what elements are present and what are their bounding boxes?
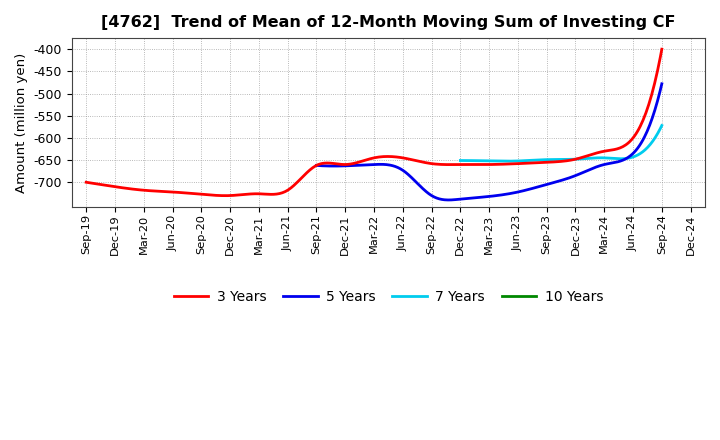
3 Years <box>502 161 510 167</box>
7 Years <box>480 158 489 164</box>
7 Years <box>583 156 592 161</box>
7 Years <box>602 155 611 161</box>
7 Years <box>603 155 611 161</box>
3 Years <box>151 188 160 194</box>
Legend: 3 Years, 5 Years, 7 Years, 10 Years: 3 Years, 5 Years, 7 Years, 10 Years <box>168 284 608 309</box>
7 Years <box>456 158 464 163</box>
7 Years <box>657 123 666 128</box>
5 Years <box>657 81 666 86</box>
5 Years <box>425 191 433 196</box>
5 Years <box>564 176 572 181</box>
5 Years <box>354 163 362 168</box>
Line: 3 Years: 3 Years <box>86 49 662 196</box>
7 Years <box>501 158 510 164</box>
Y-axis label: Amount (million yen): Amount (million yen) <box>15 52 28 193</box>
Title: [4762]  Trend of Mean of 12-Month Moving Sum of Investing CF: [4762] Trend of Mean of 12-Month Moving … <box>101 15 675 30</box>
7 Years <box>536 157 545 162</box>
Line: 5 Years: 5 Years <box>316 84 662 200</box>
5 Years <box>450 197 459 202</box>
3 Years <box>657 47 666 52</box>
3 Years <box>446 162 454 167</box>
5 Years <box>312 163 320 168</box>
Line: 7 Years: 7 Years <box>460 125 662 161</box>
3 Years <box>311 163 320 169</box>
3 Years <box>82 180 91 185</box>
5 Years <box>444 197 453 202</box>
5 Years <box>562 176 571 181</box>
7 Years <box>522 158 531 163</box>
3 Years <box>220 193 229 198</box>
3 Years <box>271 191 279 197</box>
5 Years <box>530 185 539 191</box>
3 Years <box>499 161 508 167</box>
